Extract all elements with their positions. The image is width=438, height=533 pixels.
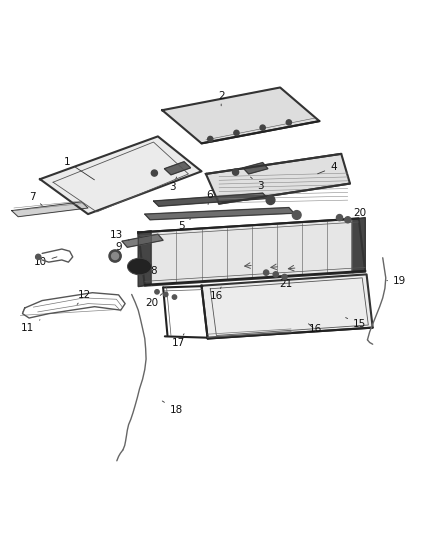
Ellipse shape	[127, 258, 152, 275]
Text: 9: 9	[115, 242, 122, 256]
Text: 15: 15	[346, 318, 366, 329]
Text: 3: 3	[169, 177, 177, 191]
Text: 18: 18	[162, 401, 183, 415]
Text: 19: 19	[387, 276, 406, 286]
Text: 20: 20	[145, 294, 162, 308]
Circle shape	[266, 196, 275, 205]
Polygon shape	[145, 207, 294, 220]
Text: 7: 7	[29, 192, 42, 205]
Polygon shape	[138, 219, 365, 286]
Circle shape	[112, 253, 119, 260]
Circle shape	[286, 120, 291, 125]
Polygon shape	[162, 87, 319, 143]
Text: 1: 1	[64, 157, 95, 180]
Text: 10: 10	[33, 257, 57, 267]
Circle shape	[260, 125, 265, 130]
Text: 17: 17	[172, 334, 185, 348]
Circle shape	[282, 274, 287, 280]
Circle shape	[155, 289, 159, 294]
Text: 12: 12	[77, 290, 91, 304]
Circle shape	[109, 250, 121, 262]
Circle shape	[234, 130, 239, 135]
Circle shape	[151, 170, 157, 176]
Polygon shape	[122, 234, 163, 247]
Circle shape	[35, 254, 41, 260]
Circle shape	[336, 215, 343, 221]
Circle shape	[163, 292, 168, 297]
Circle shape	[273, 272, 279, 277]
Text: 16: 16	[210, 287, 223, 301]
Text: 21: 21	[275, 275, 293, 288]
Text: 13: 13	[110, 230, 129, 240]
Text: 16: 16	[308, 324, 321, 334]
Text: 4: 4	[318, 163, 337, 174]
Circle shape	[345, 217, 351, 223]
Text: 3: 3	[251, 177, 264, 191]
Circle shape	[292, 211, 301, 220]
Text: 8: 8	[142, 266, 157, 276]
Circle shape	[208, 136, 213, 142]
Text: 5: 5	[178, 219, 191, 231]
Polygon shape	[243, 163, 268, 174]
Polygon shape	[206, 154, 350, 204]
Text: 6: 6	[206, 190, 213, 205]
Circle shape	[172, 295, 177, 299]
Polygon shape	[153, 193, 268, 206]
Polygon shape	[164, 161, 191, 175]
Circle shape	[233, 169, 239, 175]
Polygon shape	[352, 217, 365, 272]
Polygon shape	[138, 231, 151, 287]
Circle shape	[264, 270, 269, 275]
Polygon shape	[201, 274, 373, 338]
Text: 11: 11	[21, 320, 40, 334]
Text: 20: 20	[346, 208, 366, 220]
Polygon shape	[12, 202, 88, 217]
Polygon shape	[40, 136, 201, 214]
Text: 2: 2	[218, 91, 225, 106]
